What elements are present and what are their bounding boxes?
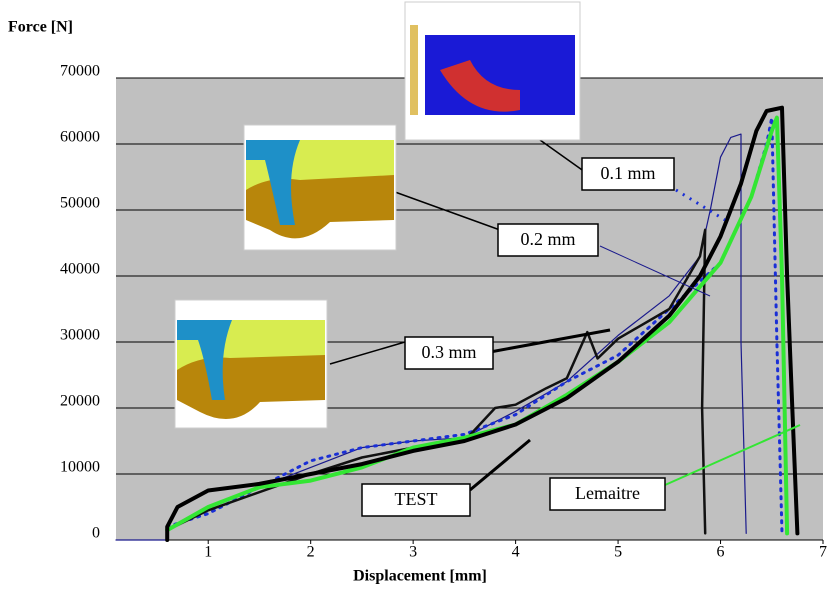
inset-01 xyxy=(405,2,580,140)
x-tick-label: 7 xyxy=(819,544,827,561)
x-tick-label: 2 xyxy=(307,544,315,561)
y-tick-label: 20000 xyxy=(60,393,100,410)
x-axis-label: Displacement [mm] xyxy=(353,568,487,585)
chart: Force [N] Displacement [mm] 0.2 mm 0.1 mm… xyxy=(0,0,827,589)
y-tick-label: 70000 xyxy=(60,63,100,80)
x-tick-label: 5 xyxy=(614,544,622,561)
x-tick-label: 4 xyxy=(512,544,520,561)
page: {"chart_data": {"type": "line", "y_label… xyxy=(0,0,827,589)
y-tick-label: 0 xyxy=(92,525,100,542)
y-tick-label: 10000 xyxy=(60,459,100,476)
y-tick-label: 30000 xyxy=(60,327,100,344)
inset-02 xyxy=(244,125,396,250)
y-tick-label: 40000 xyxy=(60,261,100,278)
x-tick-label: 1 xyxy=(204,544,212,561)
callout-label: TEST xyxy=(395,489,438,509)
callout-label: 0.2 mm xyxy=(520,229,575,249)
callout-label: Lemaitre xyxy=(575,483,640,503)
callout-label: 0.1 mm xyxy=(600,163,655,183)
y-tick-label: 60000 xyxy=(60,129,100,146)
inset-03 xyxy=(175,300,327,428)
y-axis-label: Force [N] xyxy=(8,19,73,36)
callout-label: 0.3 mm xyxy=(421,342,476,362)
x-tick-label: 3 xyxy=(409,544,417,561)
y-tick-label: 50000 xyxy=(60,195,100,212)
x-tick-label: 6 xyxy=(717,544,725,561)
